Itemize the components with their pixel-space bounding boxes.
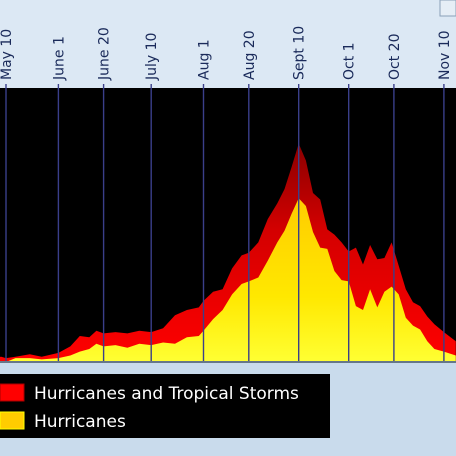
tick-label-band (0, 0, 456, 88)
legend-label: Hurricanes (34, 412, 126, 432)
x-tick-label: Aug 1 (197, 39, 213, 80)
legend-swatch (0, 411, 25, 430)
series-layer (0, 143, 456, 362)
grid-layer (5, 84, 445, 362)
x-tick-label: Sept 10 (292, 26, 308, 80)
window-control-button[interactable] (439, 0, 456, 17)
legend-box (0, 374, 330, 438)
x-tick-label: Oct 1 (342, 42, 358, 80)
legend-swatch (0, 383, 25, 402)
legend-label: Hurricanes and Tropical Storms (34, 384, 299, 404)
x-tick-label: July 10 (144, 33, 160, 81)
x-tick-label: June 20 (97, 27, 113, 81)
legend: Hurricanes and Tropical Storms Hurricanes (0, 383, 299, 432)
x-tick-label: Oct 20 (387, 34, 403, 80)
x-tick-label: May 10 (0, 29, 15, 80)
x-tick-label: Aug 20 (242, 30, 258, 80)
series-area-hurricanes (0, 198, 456, 362)
x-tick-label: Nov 10 (437, 30, 453, 80)
x-tick-label: June 1 (51, 36, 67, 81)
tick-label-layer: May 10 June 1 June 20 July 10 Aug 1 Aug 20 Sep… (0, 26, 453, 81)
